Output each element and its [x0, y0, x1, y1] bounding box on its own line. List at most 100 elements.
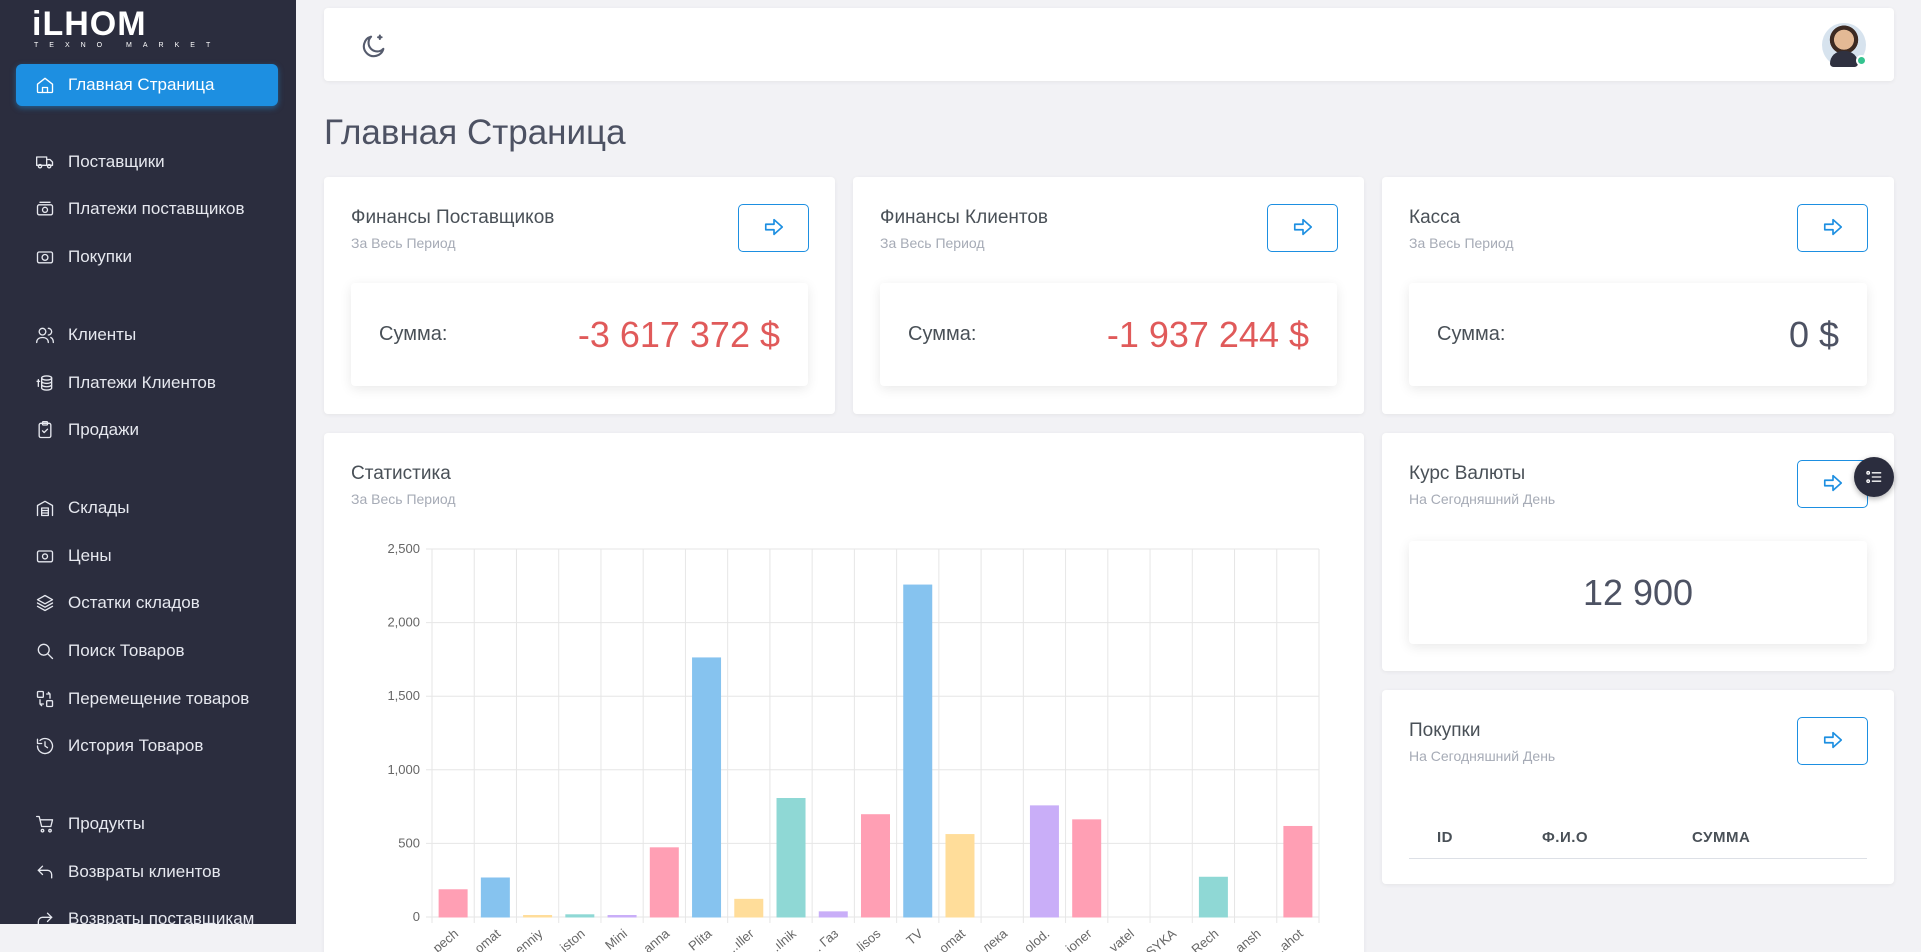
sidebar-item-client-payments[interactable]: Платежи Клиентов — [34, 368, 216, 398]
sidebar-item-home[interactable]: Главная Страница — [16, 64, 278, 106]
logo[interactable]: iLHOM TEXNO MARKET — [32, 4, 232, 52]
sidebar-item-warehouses[interactable]: Склады — [34, 493, 129, 523]
sum-box: Сумма: -3 617 372 $ — [351, 283, 808, 386]
column-header-name[interactable]: Ф.И.О — [1542, 829, 1589, 846]
sidebar-item-suppliers[interactable]: Поставщики — [34, 147, 165, 177]
bar — [861, 814, 890, 918]
x-tick-label: ...lisos — [846, 925, 884, 952]
logo-subtext: TEXNO MARKET — [34, 42, 222, 49]
arrow-right-icon — [1822, 216, 1844, 241]
column-header-id[interactable]: ID — [1437, 829, 1453, 846]
sidebar-item-products[interactable]: Продукты — [34, 809, 145, 839]
sum-value: -1 937 244 $ — [1106, 313, 1309, 355]
x-tick-label: ... Газ — [806, 926, 842, 952]
open-supplier-finances-button[interactable] — [738, 204, 809, 252]
x-tick-label: ...ıller — [723, 925, 758, 952]
sum-label: Сумма: — [1437, 323, 1506, 345]
rate-box: 12 900 — [1409, 541, 1867, 644]
price-icon — [34, 545, 56, 567]
column-header-sum[interactable]: СУММА — [1692, 829, 1751, 846]
bar — [734, 898, 764, 918]
sidebar-item-purchases[interactable]: Покупки — [34, 242, 132, 272]
open-cash-button[interactable] — [1797, 204, 1868, 252]
sidebar-item-prices[interactable]: Цены — [34, 541, 112, 571]
sidebar-item-supplier-payments[interactable]: Платежи поставщиков — [34, 194, 245, 224]
topbar — [324, 8, 1894, 81]
logo-text: iLHOM — [32, 5, 147, 43]
bar — [438, 889, 468, 918]
y-tick-label: 0 — [413, 909, 420, 924]
card-currency-rate: Курс Валюты На Сегодняшний День 12 900 — [1382, 433, 1894, 671]
sidebar-item-client-returns[interactable]: Возвраты клиентов — [34, 857, 221, 887]
y-tick-label: 2,000 — [387, 615, 420, 630]
bar — [565, 914, 595, 918]
sum-value: 0 $ — [1788, 313, 1839, 355]
arrow-right-icon — [1822, 729, 1844, 754]
sidebar-item-history[interactable]: История Товаров — [34, 731, 203, 761]
sum-label: Сумма: — [379, 323, 448, 345]
return-icon — [34, 861, 56, 883]
open-purchases-button[interactable] — [1797, 717, 1868, 765]
bar — [1029, 805, 1059, 918]
card-title: Финансы Клиентов — [880, 207, 1049, 228]
card-subtitle: За Весь Период — [351, 491, 456, 507]
open-client-finances-button[interactable] — [1267, 204, 1338, 252]
search-icon — [34, 640, 56, 662]
bar — [480, 877, 510, 918]
avatar-figure — [1830, 51, 1858, 67]
x-tick-label: Mini — [602, 926, 630, 952]
rate-value: 12 900 — [1582, 571, 1694, 613]
sidebar-item-label: Склады — [68, 498, 130, 517]
x-tick-label: TV — [903, 926, 926, 948]
bar — [607, 915, 637, 918]
sum-label: Сумма: — [908, 323, 977, 345]
arrow-right-icon — [1292, 216, 1314, 241]
sidebar-item-label: Остатки складов — [68, 593, 200, 612]
moon-icon[interactable] — [360, 32, 388, 60]
arrow-right-icon — [763, 216, 785, 241]
sidebar-item-clients[interactable]: Клиенты — [34, 320, 136, 350]
sidebar-item-label: Возвраты клиентов — [68, 862, 221, 881]
warehouse-icon — [34, 497, 56, 519]
settings-fab[interactable] — [1854, 457, 1894, 497]
arrow-right-icon — [1822, 472, 1844, 497]
bar — [523, 915, 553, 918]
sidebar-item-supplier-returns[interactable]: Возвраты поставщикам — [34, 904, 254, 924]
truck-icon — [34, 151, 56, 173]
sidebar-item-product-search[interactable]: Поиск Товаров — [34, 636, 185, 666]
cart-icon — [34, 813, 56, 835]
x-tick-label: ...ahot — [1268, 926, 1306, 952]
x-tick-label: ...ılnik — [763, 925, 799, 952]
card-subtitle: За Весь Период — [351, 235, 456, 251]
bar — [1072, 819, 1102, 918]
y-tick-label: 1,500 — [387, 688, 420, 703]
sum-box: Сумма: -1 937 244 $ — [880, 283, 1337, 386]
card-subtitle: За Весь Период — [1409, 235, 1514, 251]
x-tick-label: ...olod. — [1013, 926, 1053, 952]
x-tick-label: Plita — [685, 925, 715, 952]
layers-icon — [34, 592, 56, 614]
x-tick-label: ...vatel — [1098, 926, 1137, 952]
sidebar-item-label: Поставщики — [68, 152, 165, 171]
sidebar: iLHOM TEXNO MARKET Главная Страница Пост… — [0, 0, 296, 924]
x-tick-label: ...anna — [632, 925, 673, 952]
x-tick-label: ...enniy — [504, 925, 546, 952]
avatar[interactable] — [1822, 23, 1867, 67]
home-icon — [34, 74, 56, 96]
sidebar-item-label: Перемещение товаров — [68, 689, 250, 708]
card-subtitle: На Сегодняшний День — [1409, 491, 1556, 507]
sidebar-item-transfer[interactable]: Перемещение товаров — [34, 684, 249, 714]
card-purchases-today: Покупки На Сегодняшний День ID Ф.И.О СУМ… — [1382, 690, 1894, 884]
sidebar-item-label: Возвраты поставщикам — [68, 909, 255, 924]
sidebar-item-stock-balances[interactable]: Остатки складов — [34, 588, 200, 618]
camera-icon — [34, 246, 56, 268]
sidebar-item-sales[interactable]: Продажи — [34, 415, 139, 445]
bar — [903, 584, 933, 918]
card-client-finances: Финансы Клиентов За Весь Период Сумма: -… — [853, 177, 1364, 414]
card-subtitle: На Сегодняшний День — [1409, 748, 1556, 764]
y-tick-label: 1,000 — [387, 762, 420, 777]
card-cash: Касса За Весь Период Сумма: 0 $ — [1382, 177, 1894, 414]
card-title: Покупки — [1409, 720, 1481, 741]
transfer-icon — [34, 688, 56, 710]
x-tick-label: ...лека — [971, 925, 1011, 952]
